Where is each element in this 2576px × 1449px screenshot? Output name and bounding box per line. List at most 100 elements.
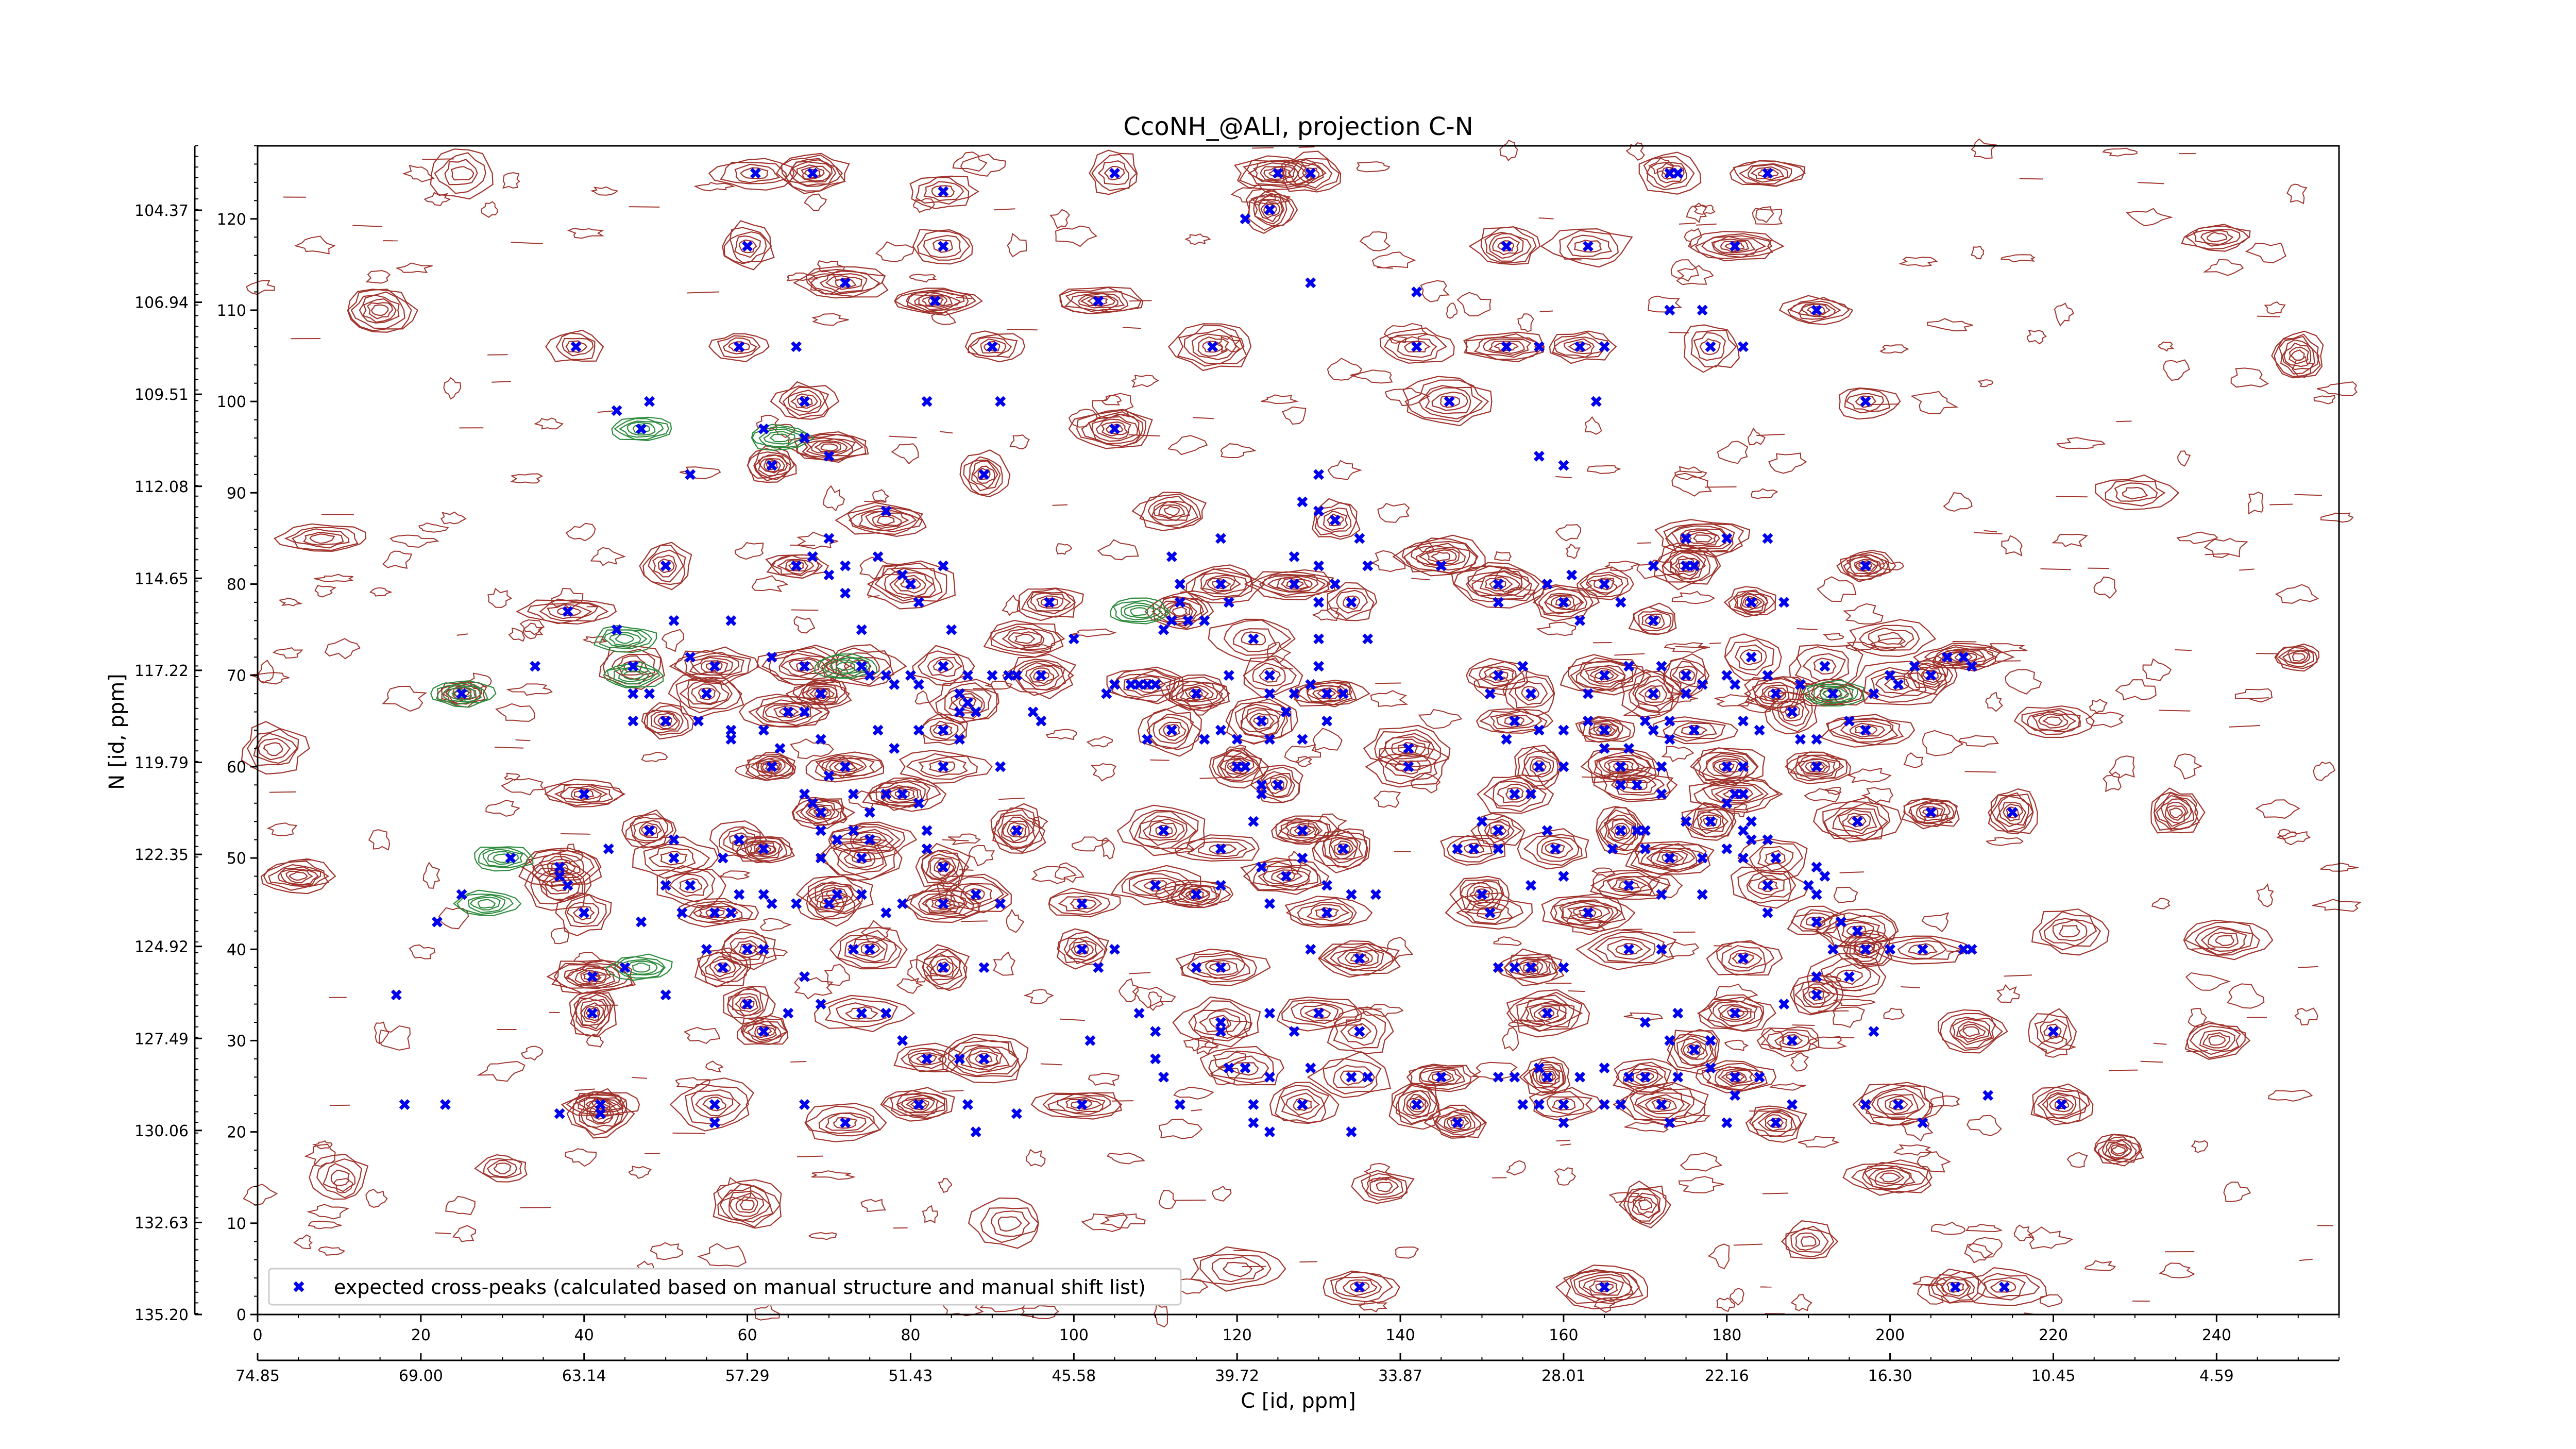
cross-peak-marker bbox=[913, 597, 924, 608]
contour-line bbox=[1202, 341, 1224, 353]
contour-line bbox=[1334, 840, 1354, 856]
noise-contour bbox=[907, 958, 939, 983]
contour-line bbox=[1315, 906, 1340, 918]
noise-contour bbox=[2313, 395, 2336, 405]
noise-contour bbox=[1971, 246, 1985, 260]
contour-line bbox=[660, 850, 688, 866]
contour-line bbox=[1154, 880, 1234, 908]
contour-line bbox=[515, 599, 617, 625]
contour-line bbox=[1258, 866, 1312, 888]
contour-line bbox=[972, 465, 995, 484]
contour-line bbox=[1190, 1246, 1286, 1292]
noise-contour bbox=[2223, 1181, 2251, 1202]
noise-contour bbox=[786, 272, 819, 281]
noise-contour bbox=[1002, 594, 1021, 616]
contour-line bbox=[947, 1040, 1019, 1076]
contour-peak bbox=[544, 779, 626, 808]
contour-peak bbox=[2183, 919, 2274, 961]
contour-line bbox=[685, 1085, 749, 1126]
contour-line bbox=[773, 705, 805, 718]
noise-contour bbox=[1555, 524, 1582, 542]
noise-dash bbox=[1622, 929, 1642, 931]
noise-contour bbox=[567, 228, 605, 239]
contour-line bbox=[1615, 942, 1643, 956]
noise-contour bbox=[1591, 867, 1616, 878]
contour-peak bbox=[1517, 828, 1589, 870]
contour-line bbox=[2094, 1134, 2143, 1165]
contour-line bbox=[2049, 1096, 2074, 1113]
contour-line bbox=[2052, 919, 2088, 942]
cross-peak-marker bbox=[1223, 670, 1234, 681]
cross-peak-marker bbox=[1493, 670, 1504, 681]
contour-line bbox=[444, 159, 478, 186]
contour-peak bbox=[1323, 1270, 1400, 1305]
contour-line bbox=[1679, 668, 1696, 681]
contour-peak bbox=[621, 809, 677, 849]
contour-line bbox=[528, 850, 595, 883]
marker-stroke bbox=[938, 186, 949, 197]
contour-line bbox=[1531, 1064, 1564, 1088]
contour-line bbox=[241, 721, 310, 775]
noise-contour bbox=[1684, 228, 1702, 248]
contour-line bbox=[1327, 582, 1378, 621]
contour-line bbox=[917, 230, 971, 261]
contour-line bbox=[1276, 871, 1296, 882]
marker-stroke bbox=[742, 241, 753, 252]
contour-line bbox=[1662, 550, 1706, 580]
noise-contour bbox=[1604, 560, 1641, 572]
contour-line bbox=[1602, 768, 1674, 801]
x-tick-label: 60 bbox=[737, 1326, 757, 1344]
noise-contour bbox=[960, 154, 1006, 177]
contour-line bbox=[1844, 387, 1891, 414]
contour-line bbox=[1276, 996, 1362, 1032]
contour-peak bbox=[1988, 788, 2038, 835]
noise-dash bbox=[1901, 986, 1920, 988]
contour-line bbox=[1875, 1170, 1905, 1185]
contour-line bbox=[801, 166, 825, 180]
marker-stroke bbox=[921, 396, 933, 407]
x-ppm-tick-label: 4.59 bbox=[2199, 1367, 2234, 1385]
contour-line bbox=[1638, 151, 1702, 195]
contour-line bbox=[1805, 761, 1829, 773]
cross-peak-marker bbox=[1762, 167, 1773, 179]
contour-peak bbox=[1154, 880, 1234, 908]
contour-line bbox=[688, 902, 743, 923]
contour-line bbox=[1163, 506, 1180, 517]
noise-dash bbox=[1280, 667, 1293, 670]
cross-peak-marker bbox=[1305, 277, 1316, 289]
marker-stroke bbox=[1191, 688, 1202, 699]
marker-stroke bbox=[1599, 579, 1610, 589]
contour-line bbox=[2034, 1014, 2072, 1050]
contour-line bbox=[1483, 666, 1514, 683]
cross-peak-marker bbox=[1745, 651, 1757, 663]
contour-peak bbox=[732, 835, 795, 864]
negative-contour-line bbox=[824, 657, 868, 676]
contour-line bbox=[1628, 670, 1683, 714]
contour-line bbox=[912, 229, 973, 265]
noise-contour bbox=[1807, 1036, 1848, 1049]
contour-line bbox=[1679, 530, 1720, 547]
contour-line bbox=[1634, 1092, 1691, 1119]
contour-peak bbox=[2030, 1083, 2094, 1125]
contour-line bbox=[740, 1017, 788, 1046]
contour-line bbox=[732, 836, 795, 864]
noise-contour bbox=[2185, 972, 2231, 991]
noise-contour bbox=[661, 629, 685, 652]
noise-contour bbox=[1958, 735, 1999, 747]
contour-line bbox=[950, 883, 1004, 910]
cross-peak-marker bbox=[1264, 204, 1275, 215]
cross-peak-marker bbox=[1297, 496, 1308, 508]
contour-line bbox=[2039, 911, 2102, 951]
noise-contour bbox=[1970, 138, 1997, 159]
contour-peak bbox=[1815, 908, 1899, 955]
contour-line bbox=[1058, 895, 1103, 913]
noise-dash bbox=[1826, 1036, 1855, 1039]
contour-line bbox=[928, 679, 998, 724]
contour-line bbox=[1748, 874, 1785, 896]
cross-peak-marker bbox=[921, 396, 933, 407]
cross-peak-marker bbox=[1142, 679, 1153, 690]
contour-line bbox=[1854, 558, 1878, 574]
contour-peak bbox=[1912, 643, 2015, 672]
contour-line bbox=[2042, 716, 2063, 727]
contour-line bbox=[1777, 698, 1810, 727]
